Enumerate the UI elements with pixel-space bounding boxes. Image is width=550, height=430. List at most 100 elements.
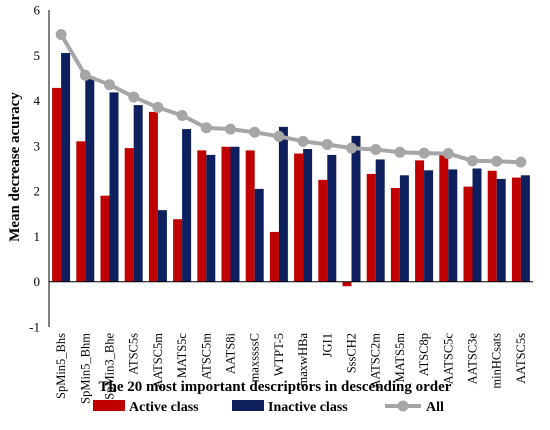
x-category-label: AATSC5s <box>514 333 528 384</box>
bar-marks <box>52 53 530 287</box>
bar-inactive <box>61 53 71 282</box>
point-all <box>297 135 309 147</box>
y-tick-label: 4 <box>34 93 41 108</box>
bar-active <box>390 187 400 282</box>
bar-active <box>439 154 449 282</box>
point-all <box>418 147 430 159</box>
point-all <box>152 101 164 113</box>
x-category-label: ATSC5s <box>127 333 141 375</box>
bar-active <box>100 195 110 282</box>
bar-active <box>511 177 521 282</box>
point-all <box>321 138 333 150</box>
bar-active <box>487 170 497 282</box>
point-all <box>128 91 140 103</box>
point-all <box>104 79 115 91</box>
x-category-label: AATSC2m <box>369 333 383 389</box>
y-tick-label: 5 <box>34 48 41 63</box>
x-category-label: minHCsats <box>490 333 504 389</box>
bar-active <box>318 179 328 282</box>
point-all <box>79 69 91 81</box>
x-category-label: ATSC5m <box>199 333 213 380</box>
legend-swatch-inactive <box>232 400 264 411</box>
bar-inactive <box>85 77 95 282</box>
x-category-label: AATSC5m <box>151 333 165 389</box>
y-axis-ticks: -1 0 1 2 3 4 5 6 <box>29 3 40 335</box>
legend-item-all: All <box>385 400 444 415</box>
point-all <box>249 126 261 138</box>
x-category-label: AATSC5c <box>441 333 455 385</box>
legend-label-inactive: Inactive class <box>268 400 348 415</box>
bar-inactive <box>133 105 143 282</box>
x-category-label: SpMin5_Bhm <box>78 333 92 404</box>
bar-inactive <box>472 168 482 282</box>
bar-active <box>221 146 231 282</box>
point-all <box>225 123 236 135</box>
all-series-line <box>55 28 527 168</box>
point-all <box>176 110 188 122</box>
bar-inactive <box>327 154 337 282</box>
bar-inactive <box>206 154 216 282</box>
bar-active <box>294 153 304 282</box>
bar-inactive <box>448 169 458 282</box>
bar-inactive <box>230 146 240 282</box>
x-category-label: MATS5c <box>175 333 189 379</box>
x-category-label: WTPT-5 <box>272 333 286 376</box>
bar-active <box>366 173 376 282</box>
bar-inactive <box>496 178 506 282</box>
y-tick-label: 6 <box>34 3 41 18</box>
legend-marker-all <box>397 400 409 412</box>
bar-active <box>197 150 207 282</box>
bar-active <box>463 186 473 282</box>
point-all <box>515 156 527 168</box>
bar-active <box>52 87 62 282</box>
point-all <box>394 146 406 158</box>
bar-inactive <box>399 175 409 282</box>
x-category-label: ATSC8p <box>417 333 431 376</box>
x-axis-category-labels: SpMin5_Bhs SpMin5_Bhm SpMin3_Bhe ATSC5s AATS… <box>54 332 528 403</box>
x-category-label: MATS5m <box>393 333 407 383</box>
legend-swatch-active <box>93 400 125 411</box>
point-all <box>491 155 503 167</box>
bar-active <box>148 111 158 282</box>
y-tick-label: 3 <box>34 138 41 153</box>
x-category-label: AATSC3e <box>466 333 480 385</box>
bar-active <box>173 219 183 282</box>
y-tick-label: 1 <box>34 229 41 244</box>
y-axis-title: Mean decrease acuracy <box>7 92 23 242</box>
bar-active <box>415 160 425 282</box>
bar-active <box>245 150 255 282</box>
point-all <box>346 142 357 154</box>
x-category-label: maxssssC <box>248 333 262 382</box>
y-tick-label: 0 <box>34 274 41 289</box>
point-all <box>370 143 382 155</box>
bar-active <box>269 231 279 282</box>
bar-active <box>342 281 352 287</box>
bar-inactive <box>303 149 313 282</box>
bar-inactive <box>424 170 434 282</box>
x-category-label: SpMin5_Bhs <box>54 333 68 399</box>
x-axis-title: The 20 most important descriptors in des… <box>99 379 452 395</box>
bar-active <box>76 141 86 282</box>
point-all <box>55 28 67 40</box>
legend-label-all: All <box>426 400 444 415</box>
legend-item-inactive: Inactive class <box>232 400 348 415</box>
legend-label-active: Active class <box>129 400 199 415</box>
bar-active <box>124 148 134 282</box>
legend-item-active: Active class <box>93 400 199 415</box>
bar-inactive <box>351 135 361 282</box>
point-all <box>467 155 478 167</box>
point-all <box>200 122 212 134</box>
y-tick-label: -1 <box>29 320 40 335</box>
axes <box>48 10 533 327</box>
bar-inactive <box>254 188 264 282</box>
y-tick-label: 2 <box>34 184 41 199</box>
legend: Active class Inactive class All <box>93 400 444 415</box>
bar-inactive <box>157 210 167 282</box>
bar-inactive <box>182 129 192 282</box>
x-category-label: maxwHBa <box>296 333 310 387</box>
bar-inactive <box>109 92 119 282</box>
x-category-label: SpMin3_Bhe <box>103 333 117 400</box>
bar-inactive <box>375 159 385 282</box>
